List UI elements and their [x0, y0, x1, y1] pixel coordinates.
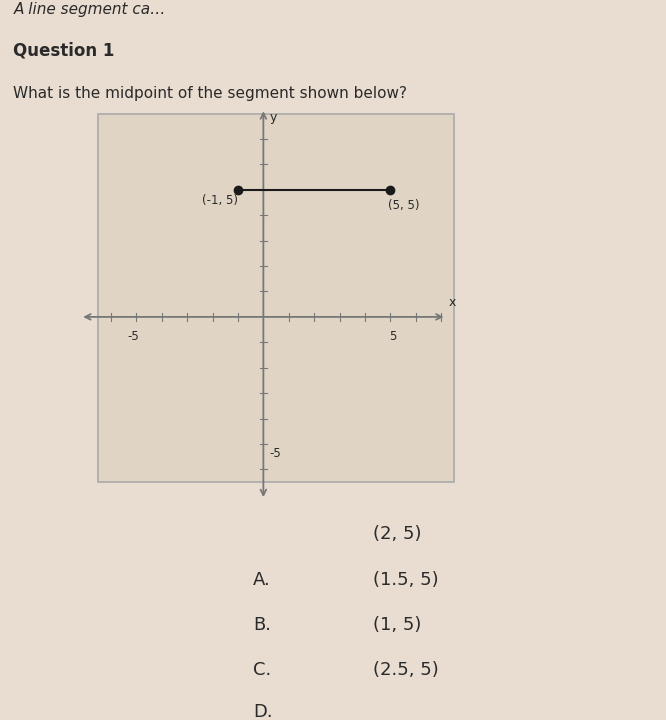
Text: 5: 5 — [390, 330, 397, 343]
Text: B.: B. — [253, 616, 271, 634]
Text: (2, 5): (2, 5) — [373, 525, 422, 543]
Text: (1, 5): (1, 5) — [373, 616, 422, 634]
Text: -5: -5 — [270, 446, 282, 459]
Text: (2.5, 5): (2.5, 5) — [373, 660, 439, 678]
Text: A.: A. — [253, 572, 271, 589]
Text: A line segment ca…: A line segment ca… — [13, 2, 166, 17]
Text: What is the midpoint of the segment shown below?: What is the midpoint of the segment show… — [13, 86, 408, 101]
Text: D.: D. — [253, 703, 272, 720]
Text: (1.5, 5): (1.5, 5) — [373, 572, 439, 589]
Text: -5: -5 — [128, 330, 140, 343]
Text: C.: C. — [253, 660, 271, 678]
Text: Question 1: Question 1 — [13, 42, 115, 60]
Text: y: y — [270, 111, 277, 124]
Text: (-1, 5): (-1, 5) — [202, 194, 238, 207]
Text: (5, 5): (5, 5) — [388, 199, 420, 212]
Text: x: x — [449, 297, 456, 310]
